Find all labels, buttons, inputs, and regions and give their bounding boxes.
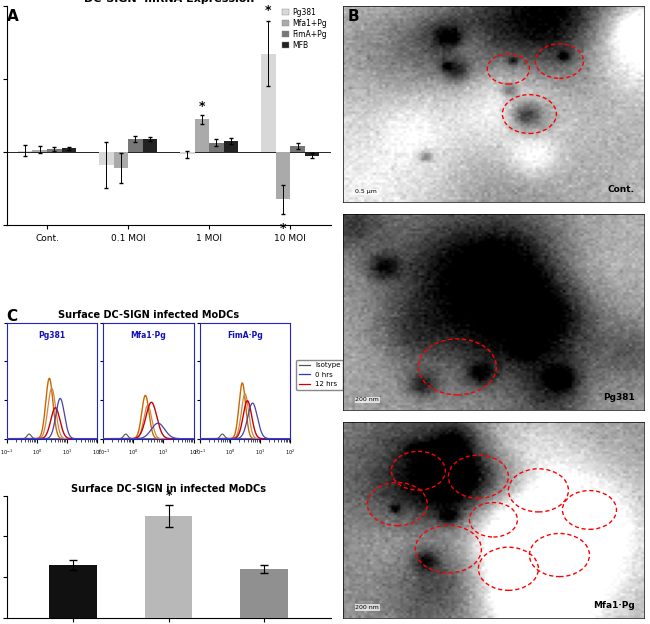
Bar <box>180 152 194 154</box>
Text: Mfa1·Pg: Mfa1·Pg <box>131 331 166 339</box>
Text: *: * <box>165 489 172 502</box>
Bar <box>143 139 157 152</box>
Title: Surface DC-SIGN in infected MoDCs: Surface DC-SIGN in infected MoDCs <box>71 484 266 494</box>
Text: B: B <box>348 9 359 24</box>
Bar <box>261 54 276 152</box>
Bar <box>240 569 288 618</box>
Text: Cont.: Cont. <box>608 185 634 195</box>
Text: 200 nm: 200 nm <box>356 397 379 402</box>
Bar <box>49 565 97 618</box>
Bar <box>276 152 291 200</box>
Text: 0.5 μm: 0.5 μm <box>356 190 377 195</box>
Text: Pg381: Pg381 <box>603 393 634 402</box>
Text: Pg381: Pg381 <box>38 331 65 339</box>
Bar <box>32 150 47 152</box>
Text: C: C <box>6 309 18 324</box>
Text: *: * <box>199 100 205 114</box>
Legend: Isotype, 0 hrs, 12 hrs: Isotype, 0 hrs, 12 hrs <box>296 359 343 390</box>
Bar <box>209 142 224 152</box>
Text: FimA·Pg: FimA·Pg <box>227 331 263 339</box>
Bar <box>224 141 239 152</box>
Bar <box>145 516 192 618</box>
Bar <box>62 149 76 152</box>
Legend: Pg381, Mfa1+Pg, FimA+Pg, MFB: Pg381, Mfa1+Pg, FimA+Pg, MFB <box>282 8 327 49</box>
Text: *: * <box>265 4 272 17</box>
Bar <box>114 152 128 168</box>
Bar <box>291 146 305 152</box>
Bar <box>194 119 209 152</box>
Text: *: * <box>280 222 286 235</box>
Bar <box>18 150 32 152</box>
Bar <box>99 152 114 165</box>
Bar <box>305 152 319 155</box>
Text: A: A <box>6 9 18 24</box>
Text: 200 nm: 200 nm <box>356 605 379 610</box>
Bar <box>128 139 143 152</box>
Bar <box>47 149 62 152</box>
Title: DC-SIGN  mRNA Expression: DC-SIGN mRNA Expression <box>83 0 254 4</box>
Text: Mfa1·Pg: Mfa1·Pg <box>593 601 634 610</box>
Title: Surface DC-SIGN infected MoDCs: Surface DC-SIGN infected MoDCs <box>58 310 239 320</box>
